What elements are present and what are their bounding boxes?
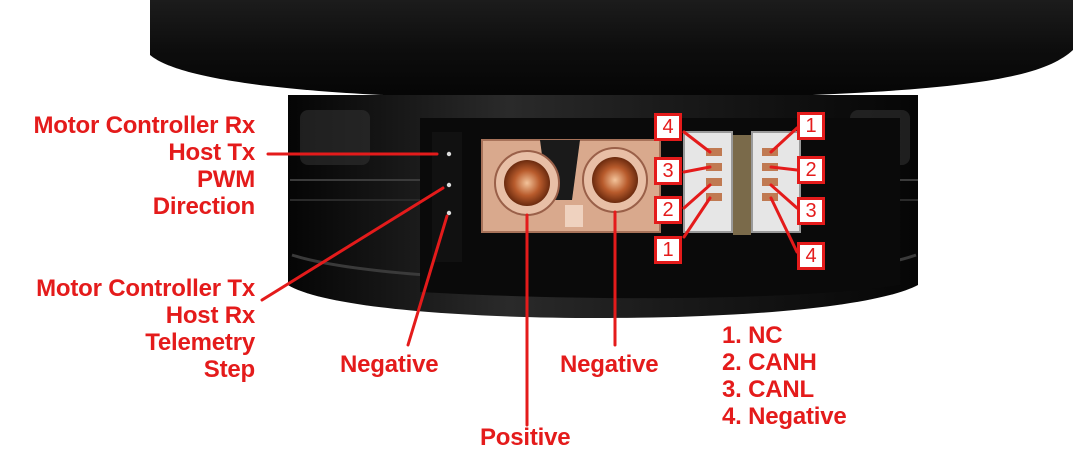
leader-line-bottom-signal xyxy=(260,186,445,302)
pin-number-left-1: 1 xyxy=(654,236,682,264)
pin-number-left-2: 2 xyxy=(654,196,682,224)
label-negative-left: Negative xyxy=(340,351,439,378)
label-negative-mid: Negative xyxy=(560,351,659,378)
legend-item-nc: 1. NC xyxy=(722,322,783,349)
pin-number-right-4: 4 xyxy=(797,242,825,270)
leader-pin-right-3 xyxy=(769,183,799,210)
label-host-rx: Host Rx xyxy=(165,302,255,329)
label-positive: Positive xyxy=(480,424,571,451)
power-connector xyxy=(481,139,661,233)
motor-top-cylinder xyxy=(150,0,1073,100)
signal-connector xyxy=(432,132,462,262)
label-telemetry: Telemetry xyxy=(145,329,255,356)
leader-line-negative-left xyxy=(406,214,449,347)
leader-pin-left-1 xyxy=(682,196,712,239)
label-pwm: PWM xyxy=(196,166,255,193)
leader-pin-left-4 xyxy=(682,130,712,154)
pin-number-right-1: 1 xyxy=(797,112,825,140)
legend-item-canl: 3. CANL xyxy=(722,376,814,403)
label-top-signal-group: Motor Controller Rx Host Tx PWM Directio… xyxy=(33,112,255,220)
leader-pin-left-2 xyxy=(682,183,712,210)
can-connector-left xyxy=(683,131,733,233)
pin-number-right-2: 2 xyxy=(797,156,825,184)
leader-pin-right-4 xyxy=(769,196,799,254)
pin-number-left-3: 3 xyxy=(654,157,682,185)
label-bottom-signal-group: Motor Controller Tx Host Rx Telemetry St… xyxy=(36,275,255,383)
can-pin-legend: 1. NC 2. CANH 3. CANL 4. Negative xyxy=(722,322,847,430)
leader-pin-right-2 xyxy=(769,165,799,172)
pin-number-right-3: 3 xyxy=(797,197,825,225)
label-motor-controller-tx: Motor Controller Tx xyxy=(36,275,255,302)
pin-number-left-4: 4 xyxy=(654,113,682,141)
legend-item-canh: 2. CANH xyxy=(722,349,817,376)
leader-pin-right-1 xyxy=(769,126,799,154)
legend-item-negative: 4. Negative xyxy=(722,403,847,430)
label-host-tx: Host Tx xyxy=(168,139,255,166)
label-motor-controller-rx: Motor Controller Rx xyxy=(33,112,255,139)
label-direction: Direction xyxy=(152,193,255,220)
can-connector-divider xyxy=(733,135,751,235)
label-step: Step xyxy=(203,356,255,383)
leader-pin-left-3 xyxy=(682,165,712,174)
